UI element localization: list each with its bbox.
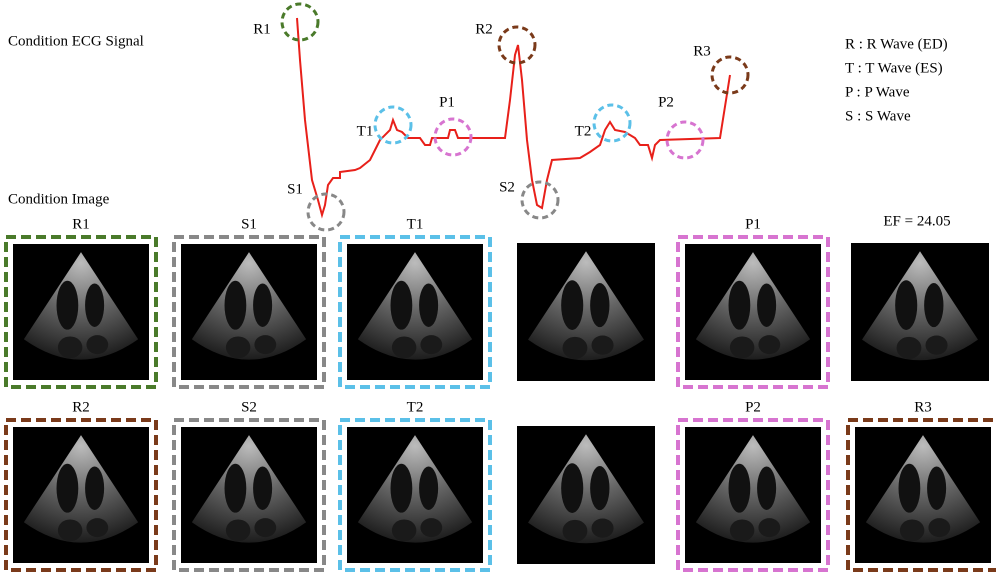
ecg-title: Condition ECG Signal <box>8 33 144 49</box>
echo-image <box>851 243 989 381</box>
legend-entry: R : R Wave (ED) <box>845 36 948 52</box>
wave-label: R1 <box>253 21 271 37</box>
wave-label: R3 <box>693 43 711 59</box>
echo-image <box>685 244 821 380</box>
wave-circle <box>522 182 558 218</box>
figure: Condition ECG Signal Condition Image R1 S… <box>0 0 996 577</box>
legend-entry: S : S Wave <box>845 108 911 124</box>
wave-circle <box>594 105 630 141</box>
echo-image <box>347 427 483 563</box>
wave-label: S2 <box>499 179 515 195</box>
echo-image <box>181 244 317 380</box>
legend-entry: P : P Wave <box>845 84 910 100</box>
image-label: R3 <box>914 399 932 415</box>
echo-image <box>517 426 655 564</box>
echo-image <box>13 427 149 563</box>
echo-image <box>517 243 655 381</box>
image-label: EF = 24.05 <box>883 213 950 229</box>
wave-label: P1 <box>439 94 455 110</box>
echo-image <box>181 427 317 563</box>
wave-label: S1 <box>287 181 303 197</box>
image-label: T1 <box>407 216 424 232</box>
image-title: Condition Image <box>8 191 110 207</box>
image-label: T2 <box>407 399 424 415</box>
image-label: P2 <box>745 399 761 415</box>
wave-label: T2 <box>575 123 592 139</box>
wave-circle <box>375 107 411 143</box>
wave-circle <box>282 4 318 40</box>
wave-label: P2 <box>658 94 674 110</box>
wave-label: R2 <box>475 21 493 37</box>
echo-image <box>13 244 149 380</box>
echo-image <box>855 427 991 563</box>
image-label: S2 <box>241 399 257 415</box>
image-label: R1 <box>72 216 90 232</box>
echo-image <box>685 427 821 563</box>
legend-entry: T : T Wave (ES) <box>845 60 943 76</box>
image-label: P1 <box>745 216 761 232</box>
image-label: R2 <box>72 399 90 415</box>
echo-image <box>347 244 483 380</box>
image-label: S1 <box>241 216 257 232</box>
wave-label: T1 <box>357 123 374 139</box>
